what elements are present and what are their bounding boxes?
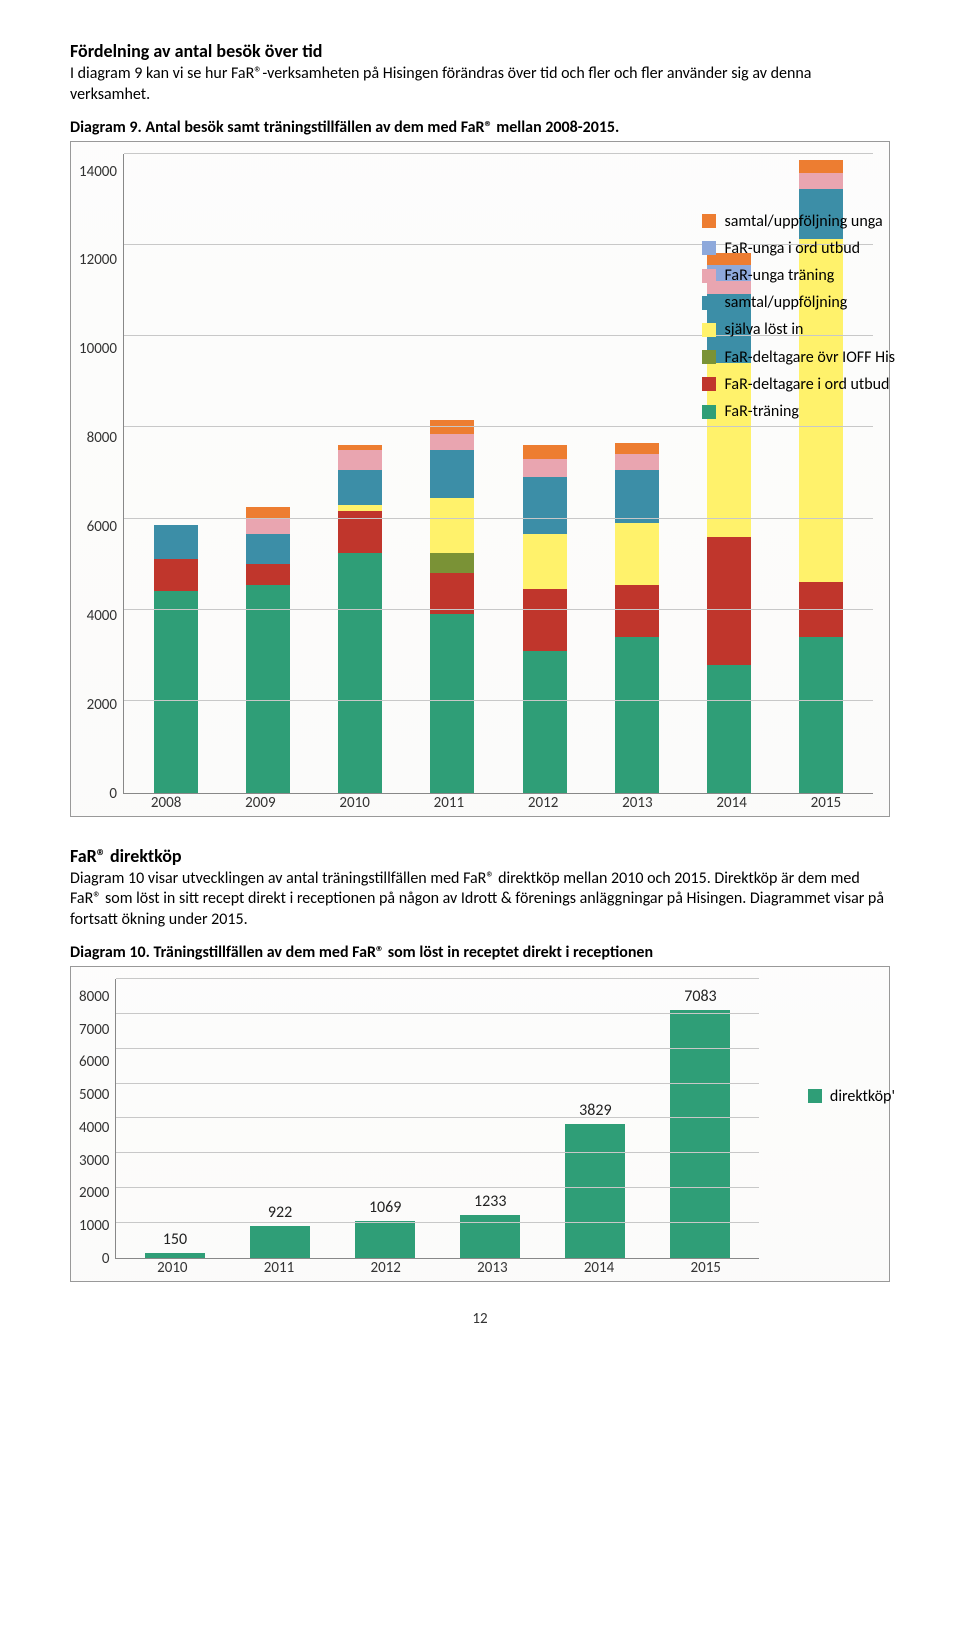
legend-label: FaR-unga i ord utbud [724,235,860,262]
legend-label: FaR-unga träning [724,262,834,289]
bar-value-label: 7083 [648,987,753,1006]
y-axis: 010002000300040005000600070008000 [79,979,115,1259]
bar-segment [523,445,567,459]
bar [565,1124,625,1258]
section-title-2: FaR® direktköp [70,845,890,867]
bar-segment [246,507,290,518]
bar-segment [615,443,659,454]
bar-segment [523,589,567,651]
chart-1: 02000400060008000100001200014000 2008200… [70,141,890,817]
bar-segment [707,537,751,665]
bar-value-label: 150 [122,1230,227,1249]
figure-caption-2: Diagram 10. Träningstillfällen av dem me… [70,943,890,962]
legend: samtal/uppföljning ungaFaR-unga i ord ut… [702,208,895,426]
bar-segment [799,173,843,189]
bar-segment [338,505,382,512]
bar-segment [615,523,659,585]
y-axis: 02000400060008000100001200014000 [79,154,123,794]
bar-segment [799,637,843,792]
bar-segment [430,450,474,498]
bar-value-label: 1233 [438,1192,543,1211]
legend-label: FaR-träning [724,398,798,425]
bar-segment [430,553,474,574]
page-number: 12 [70,1310,890,1328]
bar-segment [246,564,290,585]
bar-segment [615,454,659,470]
section-body: I diagram 9 kan vi se hur FaR®-verksamhe… [70,64,890,106]
legend-label: FaR-deltagare övr IOFF His [724,344,895,371]
legend-label: FaR-deltagare i ord utbud [724,371,889,398]
bar-segment [430,498,474,553]
bar-segment [246,534,290,564]
bar-segment [523,651,567,793]
legend-label: samtal/uppföljning [724,289,847,316]
bar-value-label: 922 [228,1203,333,1222]
bar [250,1226,310,1258]
bar-segment [430,614,474,792]
bar-segment [799,160,843,174]
bar-segment [154,559,198,591]
bar-segment [338,553,382,793]
x-axis-labels: 20082009201020112012201320142015 [79,794,873,812]
bar-segment [615,585,659,638]
bar-segment [615,470,659,523]
legend: direktköp' [808,1087,895,1106]
bar-segment [523,477,567,534]
bar [145,1253,205,1258]
bar-segment [154,591,198,792]
legend-label: direktköp' [830,1087,895,1106]
bar-segment [523,459,567,477]
bar-value-label: 1069 [333,1198,438,1217]
bar-segment [338,470,382,504]
bar-segment [707,665,751,793]
bar-segment [246,585,290,793]
bar-segment [338,450,382,471]
section-title: Fördelning av antal besök över tid [70,40,890,62]
section-body-2: Diagram 10 visar utvecklingen av antal t… [70,869,890,931]
x-axis-labels: 201020112012201320142015 [79,1259,759,1277]
chart-2: 010002000300040005000600070008000 150922… [70,966,890,1282]
figure-caption: Diagram 9. Antal besök samt träningstill… [70,118,890,137]
plot-area: 1509221069123338297083 [115,979,759,1259]
bar-segment [430,434,474,450]
legend-label: själva löst in [724,316,803,343]
legend-label: samtal/uppföljning unga [724,208,882,235]
bar-segment [246,518,290,534]
bar [355,1221,415,1258]
bar-segment [615,637,659,792]
bar-segment [154,525,198,559]
bar-segment [523,534,567,589]
